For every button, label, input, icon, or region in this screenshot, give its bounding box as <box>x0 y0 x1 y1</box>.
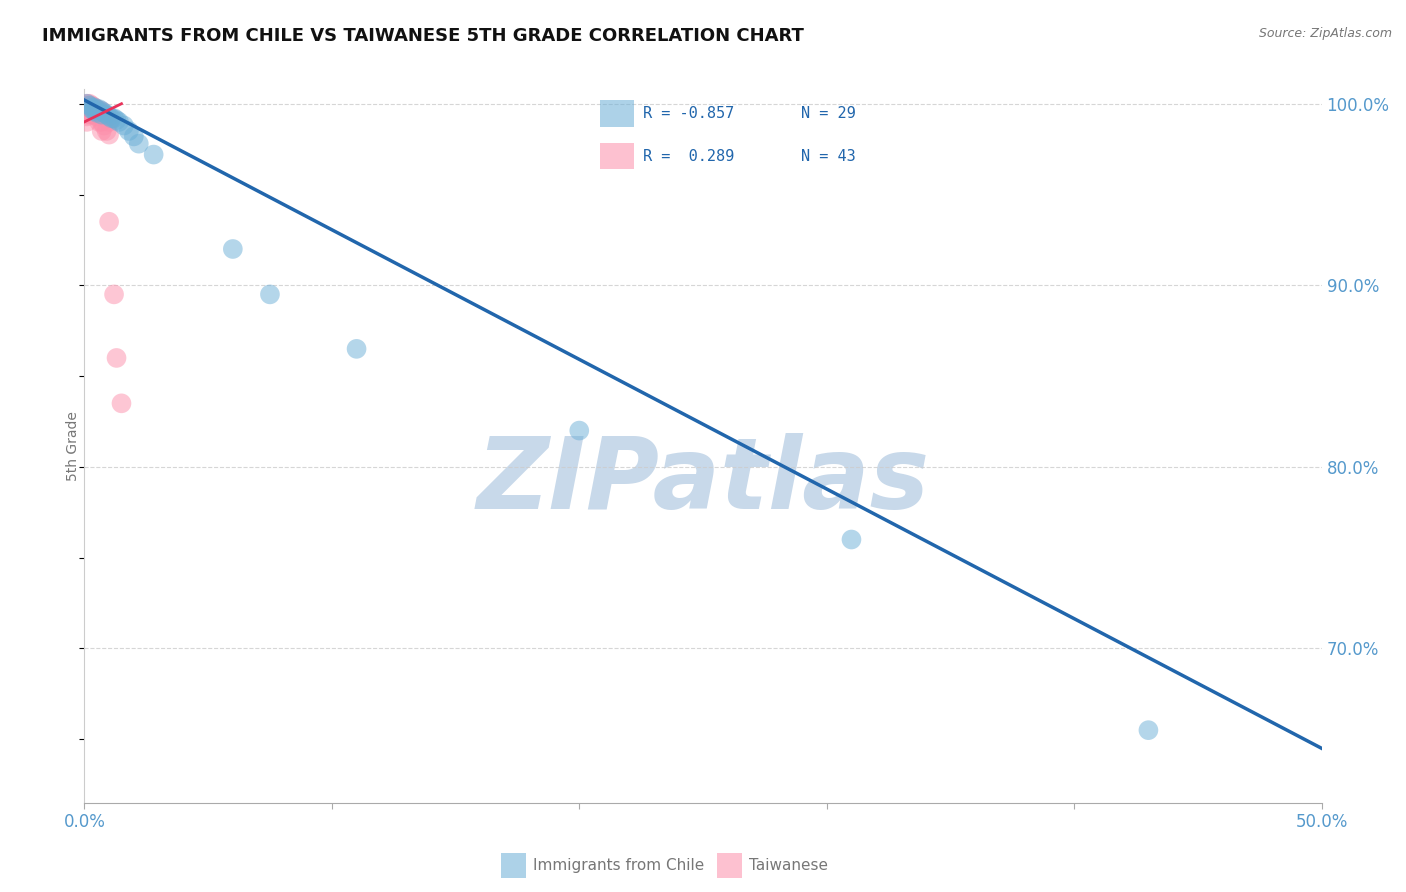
Point <box>103 112 125 126</box>
Point <box>103 287 125 301</box>
Point <box>76 100 98 114</box>
Point <box>568 424 591 438</box>
Point <box>90 103 112 118</box>
Bar <box>600 100 634 127</box>
Text: IMMIGRANTS FROM CHILE VS TAIWANESE 5TH GRADE CORRELATION CHART: IMMIGRANTS FROM CHILE VS TAIWANESE 5TH G… <box>42 27 804 45</box>
Bar <box>717 853 742 878</box>
Point <box>118 124 141 138</box>
Point <box>93 119 115 133</box>
Text: ZIPatlas: ZIPatlas <box>477 434 929 530</box>
Point <box>98 110 121 124</box>
Point <box>90 124 112 138</box>
Point <box>79 98 101 112</box>
Point <box>93 107 115 121</box>
Point <box>83 107 105 121</box>
Point <box>79 103 101 118</box>
Point <box>259 287 281 301</box>
Point <box>1137 723 1160 738</box>
Text: Taiwanese: Taiwanese <box>748 858 828 872</box>
Point <box>841 533 863 547</box>
Point <box>96 107 118 121</box>
Point <box>83 103 105 118</box>
Point <box>76 96 98 111</box>
Point <box>79 100 101 114</box>
Text: N = 29: N = 29 <box>801 106 856 120</box>
Point <box>83 102 105 116</box>
Point <box>108 115 131 129</box>
Text: N = 43: N = 43 <box>801 149 856 163</box>
Point <box>76 110 98 124</box>
Point <box>222 242 245 256</box>
Point <box>76 115 98 129</box>
Bar <box>600 143 634 169</box>
Point <box>96 112 118 126</box>
Point <box>112 119 135 133</box>
Point <box>79 98 101 112</box>
Point <box>80 98 103 112</box>
Point <box>86 102 108 116</box>
Point <box>122 129 145 144</box>
Point <box>96 124 118 138</box>
Point <box>89 115 111 129</box>
Point <box>79 107 101 121</box>
Y-axis label: 5th Grade: 5th Grade <box>66 411 80 481</box>
Point <box>86 103 108 118</box>
Point <box>89 105 111 120</box>
Point <box>105 351 128 365</box>
Point <box>110 396 132 410</box>
Bar <box>501 853 526 878</box>
Point <box>86 105 108 120</box>
Text: R = -0.857: R = -0.857 <box>643 106 734 120</box>
Point <box>76 107 98 121</box>
Point <box>98 128 121 142</box>
Point <box>90 107 112 121</box>
Point <box>89 102 111 116</box>
Point <box>100 112 122 126</box>
Text: Immigrants from Chile: Immigrants from Chile <box>533 858 704 872</box>
Point <box>80 102 103 116</box>
Point <box>76 96 98 111</box>
Point <box>80 100 103 114</box>
Point <box>93 105 115 120</box>
Point <box>76 105 98 120</box>
Point <box>105 113 128 128</box>
Point <box>86 105 108 120</box>
Point <box>90 115 112 129</box>
Point <box>142 147 165 161</box>
Point <box>79 96 101 111</box>
Point <box>98 115 121 129</box>
Point <box>83 103 105 118</box>
Text: R =  0.289: R = 0.289 <box>643 149 734 163</box>
Point <box>80 100 103 114</box>
Point <box>76 102 98 116</box>
Point <box>346 342 368 356</box>
Point <box>76 103 98 118</box>
Point <box>83 100 105 114</box>
Point <box>98 215 121 229</box>
Point <box>89 103 111 118</box>
Point <box>90 103 112 118</box>
Point <box>128 136 150 151</box>
Point <box>90 105 112 120</box>
Point <box>80 102 103 116</box>
Point <box>80 105 103 120</box>
Point <box>86 110 108 124</box>
Text: Source: ZipAtlas.com: Source: ZipAtlas.com <box>1258 27 1392 40</box>
Point <box>76 98 98 112</box>
Point <box>83 100 105 114</box>
Point <box>86 102 108 116</box>
